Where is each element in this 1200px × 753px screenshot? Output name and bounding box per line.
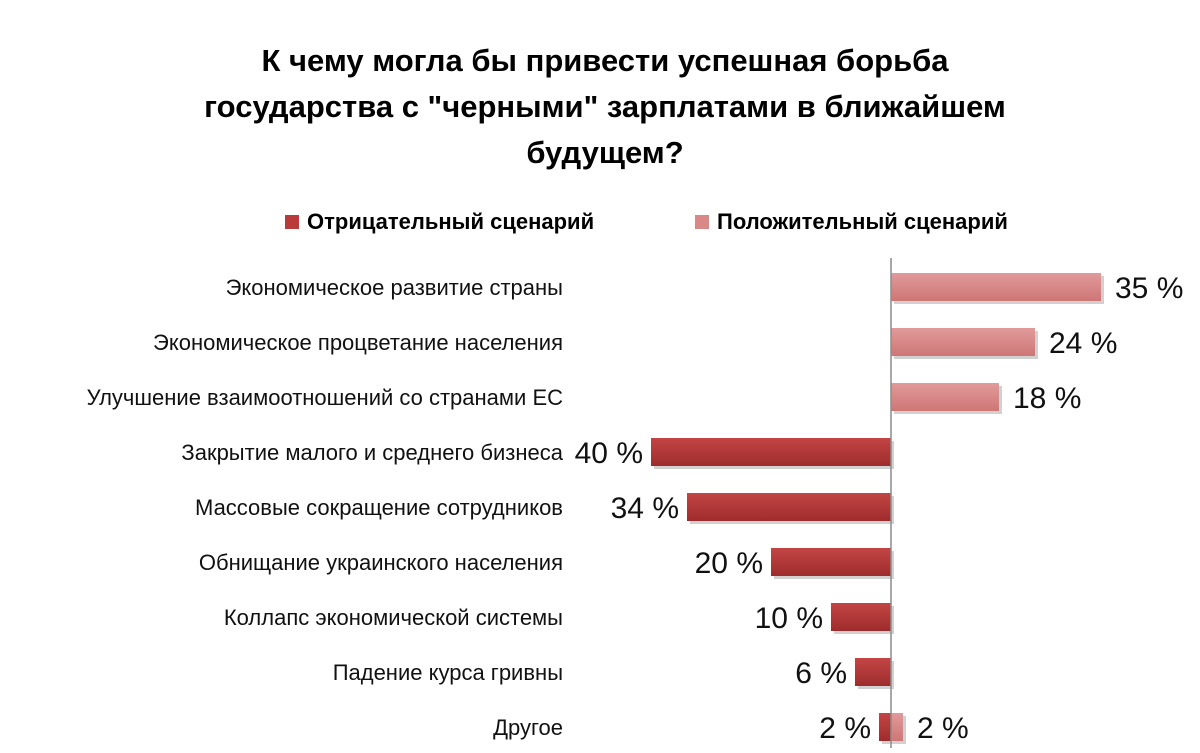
legend-label-positive: Положительный сценарий <box>717 209 1008 234</box>
value-label-negative: 40 % <box>575 437 643 470</box>
category-label: Другое <box>493 715 563 740</box>
category-label: Массовые сокращение сотрудников <box>195 495 563 520</box>
value-label-negative: 34 % <box>611 492 679 525</box>
value-label-negative: 2 % <box>819 712 871 745</box>
category-label: Коллапс экономической системы <box>224 605 563 630</box>
legend-item-positive: Положительный сценарий <box>695 202 1008 242</box>
category-label: Улучшение взаимоотношений со странами ЕС <box>87 385 564 410</box>
bar-negative <box>855 658 891 686</box>
legend-swatch-positive <box>695 215 709 229</box>
value-label-positive: 2 % <box>917 712 969 745</box>
chart-title-line-2: государства с "черными" зарплатами в бли… <box>204 89 1006 124</box>
bar-positive <box>891 713 903 741</box>
category-label: Обнищание украинского населения <box>199 550 563 575</box>
legend-label-negative: Отрицательный сценарий <box>307 209 595 234</box>
value-label-positive: 35 % <box>1115 272 1183 305</box>
legend-item-negative: Отрицательный сценарий <box>285 202 594 242</box>
bar-negative <box>879 713 891 741</box>
bar-positive <box>891 273 1101 301</box>
value-label-positive: 18 % <box>1013 382 1081 415</box>
chart-title: К чему могла бы привести успешная борьба… <box>150 38 1060 176</box>
category-label: Закрытие малого и среднего бизнеса <box>181 440 563 465</box>
bar-negative <box>651 438 891 466</box>
legend-swatch-negative <box>285 215 299 229</box>
value-label-negative: 10 % <box>755 602 823 635</box>
chart-title-line-3: будущем? <box>526 135 684 170</box>
category-label: Экономическое процветание населения <box>153 330 563 355</box>
value-label-negative: 20 % <box>695 547 763 580</box>
bar-positive <box>891 328 1035 356</box>
category-label: Падение курса гривны <box>333 660 563 685</box>
bar-negative <box>771 548 891 576</box>
legend: Отрицательный сценарий Положительный сце… <box>0 202 1200 242</box>
bar-positive <box>891 383 999 411</box>
value-label-positive: 24 % <box>1049 327 1117 360</box>
bar-negative <box>687 493 891 521</box>
category-label: Экономическое развитие страны <box>226 275 563 300</box>
chart-title-line-1: К чему могла бы привести успешная борьба <box>261 43 949 78</box>
value-label-negative: 6 % <box>795 657 847 690</box>
bar-negative <box>831 603 891 631</box>
